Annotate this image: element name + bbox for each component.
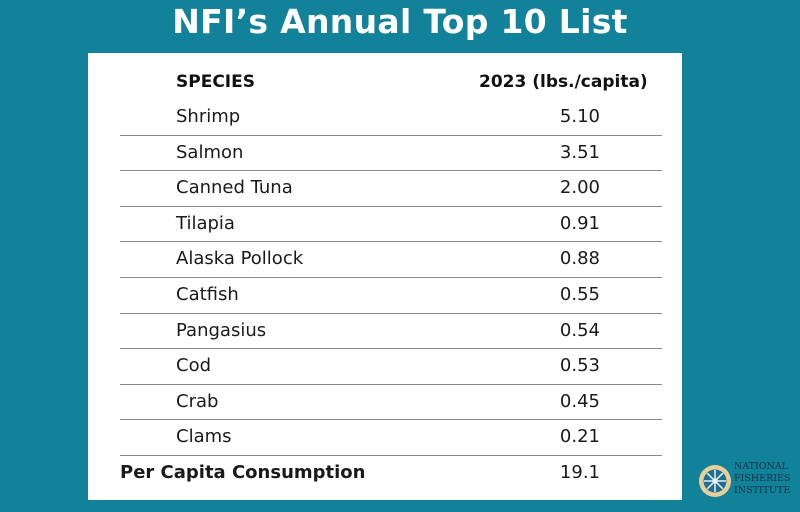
total-row: Per Capita Consumption 19.1 [120, 456, 662, 492]
value-cell: 2.00 [559, 177, 600, 199]
species-cell: Pangasius [176, 319, 267, 341]
value-cell: 0.45 [559, 390, 600, 412]
table-row: Cod 0.53 [120, 349, 662, 385]
table-row: Salmon 3.51 [120, 136, 662, 172]
value-cell: 0.54 [559, 319, 600, 341]
table-row: Tilapia 0.91 [120, 207, 662, 243]
nfi-logo: NATIONAL FISHERIES INSTITUTE [698, 461, 798, 501]
header-species: SPECIES [176, 72, 255, 92]
header-2023: 2023 (lbs./capita) [479, 72, 648, 92]
value-cell: 0.53 [559, 355, 600, 377]
value-cell: 0.55 [559, 284, 600, 305]
logo-line: FISHERIES [734, 473, 791, 484]
table-row: Pangasius 0.54 [120, 314, 662, 350]
total-value: 19.1 [559, 462, 600, 483]
table-row: Clams 0.21 [120, 420, 662, 456]
logo-line: NATIONAL [734, 461, 789, 472]
species-cell: Crab [176, 390, 219, 412]
species-cell: Canned Tuna [176, 177, 293, 199]
species-cell: Tilapia [176, 212, 235, 234]
species-cell: Cod [176, 355, 212, 377]
total-label: Per Capita Consumption [120, 462, 366, 483]
value-cell: 0.21 [559, 426, 600, 448]
value-cell: 0.88 [559, 248, 600, 270]
species-cell: Alaska Pollock [176, 248, 304, 270]
value-cell: 0.91 [559, 212, 600, 234]
species-cell: Shrimp [176, 106, 241, 127]
logo-line: INSTITUTE [734, 485, 791, 496]
table-row: Shrimp 5.10 [120, 100, 662, 136]
value-cell: 5.10 [559, 106, 600, 127]
species-cell: Catfish [176, 284, 239, 305]
species-cell: Clams [176, 426, 232, 448]
table-row: Catfish 0.55 [120, 278, 662, 314]
ships-wheel-icon [699, 465, 731, 497]
species-cell: Salmon [176, 141, 244, 163]
table-row: Canned Tuna 2.00 [120, 171, 662, 207]
slide-title: NFI’s Annual Top 10 List [172, 2, 628, 41]
table-row: Crab 0.45 [120, 385, 662, 421]
table-row: Alaska Pollock 0.88 [120, 242, 662, 278]
table-panel [88, 53, 682, 500]
value-cell: 3.51 [559, 141, 600, 163]
